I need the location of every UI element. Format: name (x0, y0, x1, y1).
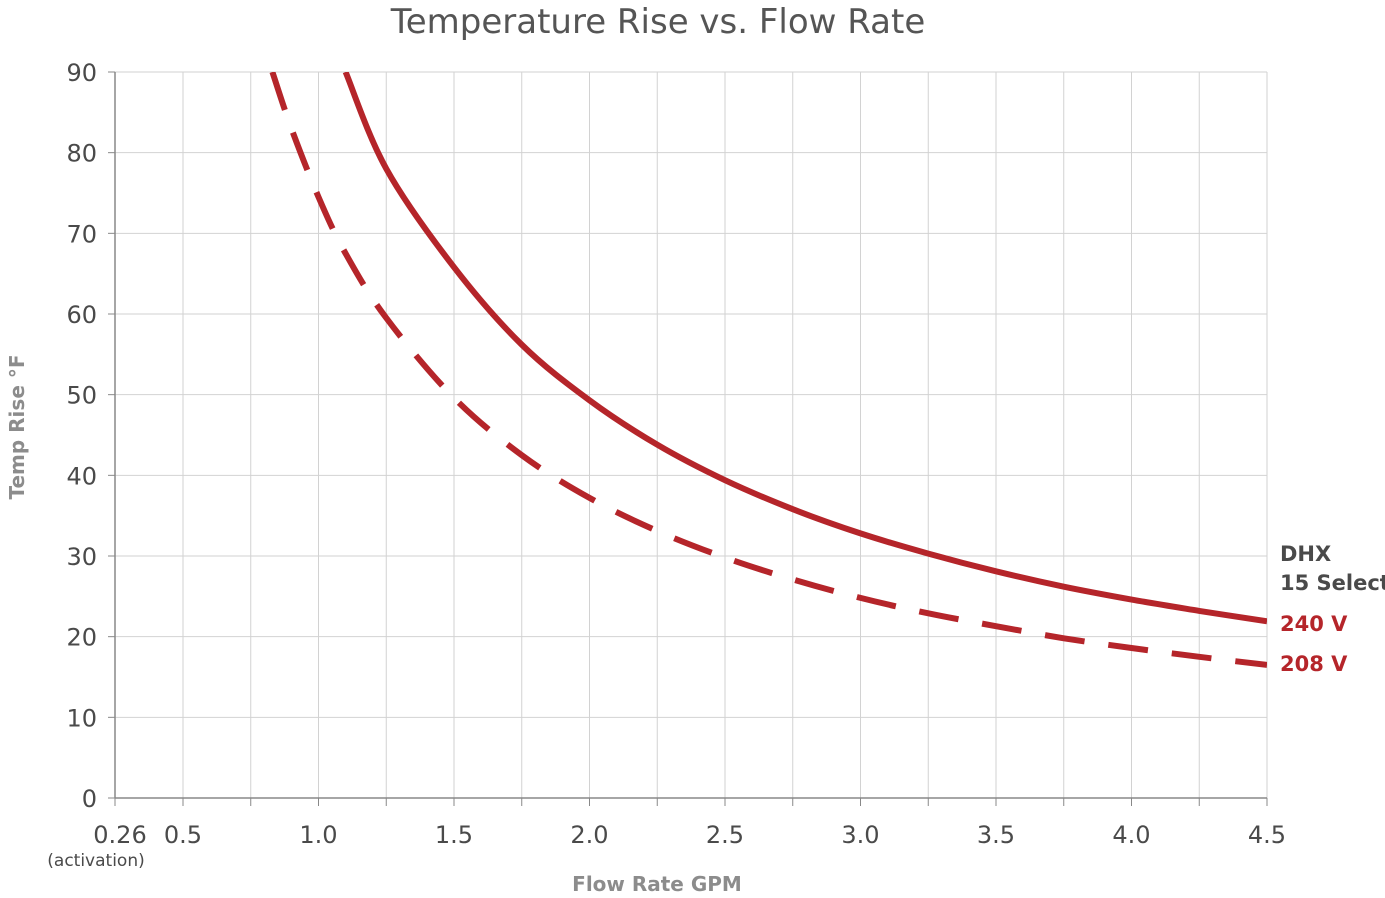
series-line-208v (269, 72, 1267, 668)
y-tick-label: 90 (66, 59, 97, 87)
axes (114, 72, 1267, 799)
legend: DHX 15 Select 240 V 208 V (1280, 542, 1385, 676)
y-tick-label: 40 (66, 462, 97, 490)
y-tick-label: 0 (82, 785, 97, 813)
x-tick-label: 4.0 (1112, 821, 1150, 849)
y-tick-label: 60 (66, 301, 97, 329)
chart-title: Temperature Rise vs. Flow Rate (390, 2, 926, 42)
series-lines (269, 72, 1267, 668)
legend-entry: 240 V (1280, 612, 1348, 636)
x-tick-label: 4.5 (1248, 821, 1286, 849)
x-tick-label: 1.5 (435, 821, 473, 849)
x-tick-sublabel-activation: (activation) (47, 851, 144, 871)
y-tick-label: 50 (66, 382, 97, 410)
y-axis-label: Temp Rise °F (5, 354, 29, 499)
x-tick-label: 3.0 (841, 821, 879, 849)
x-tick-label: 2.0 (570, 821, 608, 849)
x-axis-ticks: 0.26 0.5 1.0 1.5 2.0 2.5 3.0 3.5 4.0 4.5 (activati… (47, 798, 1286, 871)
legend-title-line: 15 Select (1280, 571, 1385, 595)
x-tick-label: 1.0 (299, 821, 337, 849)
y-tick-label: 70 (66, 220, 97, 248)
y-tick-label: 10 (66, 704, 97, 732)
x-tick-label: 0.5 (164, 821, 202, 849)
series-line-240v (342, 72, 1267, 625)
y-tick-label: 80 (66, 140, 97, 168)
y-tick-label: 20 (66, 624, 97, 652)
legend-title-line: DHX (1280, 542, 1331, 566)
x-tick-label: 2.5 (706, 821, 744, 849)
x-axis-label: Flow Rate GPM (572, 872, 742, 896)
x-tick-label: 0.26 (93, 821, 146, 849)
y-axis-ticks: 0 10 20 30 40 50 60 70 80 90 (66, 59, 115, 813)
y-tick-label: 30 (66, 543, 97, 571)
legend-entry: 208 V (1280, 652, 1348, 676)
grid-lines (115, 71, 1268, 799)
x-tick-label: 3.5 (977, 821, 1015, 849)
